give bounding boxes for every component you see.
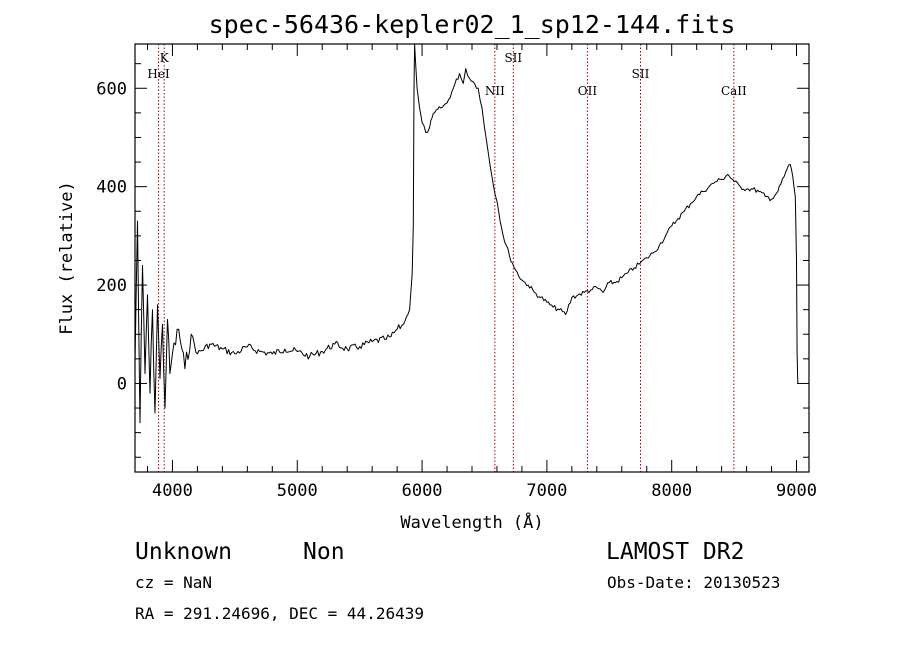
y-tick-label: 400 <box>96 178 127 198</box>
y-tick-label: 200 <box>96 276 127 296</box>
spectral-line-label: SII <box>632 67 650 81</box>
spectral-line-label: SII <box>504 51 522 65</box>
spectral-line-label: HeI <box>147 67 170 81</box>
survey-label: LAMOST DR2 <box>606 539 744 565</box>
x-tick-label: 7000 <box>526 481 567 501</box>
obs-date-text: Obs-Date: 20130523 <box>607 573 780 592</box>
subclass-label: Non <box>303 539 345 565</box>
chart-title: spec-56436-kepler02_1_sp12-144.fits <box>209 10 736 39</box>
y-tick-label: 0 <box>117 374 127 394</box>
spectrum-series-line <box>134 43 799 424</box>
spectral-line-label: CaII <box>721 84 747 98</box>
spectral-line-label: OII <box>578 84 598 98</box>
x-tick-label: 8000 <box>651 481 692 501</box>
cz-text: cz = NaN <box>135 573 212 592</box>
spectral-line-label: NII <box>485 84 505 98</box>
plot-frame <box>134 43 810 473</box>
y-tick-label: 600 <box>96 79 127 99</box>
spectral-line-label: K <box>160 51 170 65</box>
x-tick-label: 9000 <box>776 481 817 501</box>
class-label: Unknown <box>135 539 232 565</box>
y-axis-label: Flux (relative) <box>57 181 77 335</box>
coords-text: RA = 291.24696, DEC = 44.26439 <box>135 604 424 623</box>
x-tick-label: 4000 <box>152 481 193 501</box>
x-tick-label: 5000 <box>277 481 318 501</box>
x-tick-label: 6000 <box>402 481 443 501</box>
x-axis-label: Wavelength (Å) <box>400 511 543 533</box>
